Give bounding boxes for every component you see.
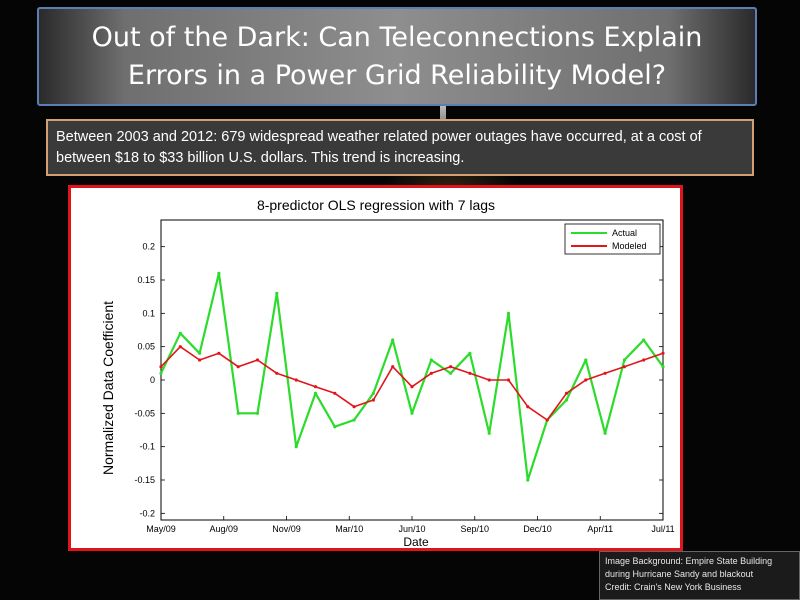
data-point-actual	[333, 425, 337, 429]
data-point-actual	[236, 411, 240, 415]
data-point-actual	[275, 291, 279, 295]
info-box: Between 2003 and 2012: 679 widespread we…	[46, 119, 754, 176]
x-tick-label: Nov/09	[272, 524, 301, 534]
chart-title: 8-predictor OLS regression with 7 lags	[257, 197, 495, 213]
data-point-actual	[468, 351, 472, 355]
data-point-modeled	[545, 418, 549, 422]
data-point-modeled	[255, 358, 260, 362]
data-point-actual	[178, 331, 182, 335]
credit-line: Credit: Crain's New York Business	[605, 582, 742, 592]
data-point-actual	[661, 365, 665, 369]
image-credit: Image Background: Empire State Building …	[599, 551, 800, 600]
y-ticks: -0.2 -0.15 -0.1 -0.05 0 0.05 0.1 0.15 0.2	[134, 242, 663, 518]
legend: Actual Modeled	[564, 223, 661, 255]
y-tick-label: -0.05	[134, 408, 155, 418]
data-point-actual	[352, 418, 356, 422]
y-tick-label: 0.15	[137, 275, 155, 285]
data-point-actual	[371, 391, 375, 395]
data-point-modeled	[391, 365, 395, 369]
series-line-actual	[160, 272, 664, 482]
x-axis-label: Date	[403, 535, 429, 548]
data-point-actual	[449, 371, 453, 375]
y-tick-label: -0.15	[134, 475, 155, 485]
data-point-modeled	[642, 358, 646, 362]
data-point-modeled	[429, 371, 433, 375]
data-point-actual	[506, 311, 511, 315]
data-point-modeled	[506, 378, 511, 382]
data-point-actual	[410, 411, 414, 415]
y-tick-label: 0	[150, 375, 155, 385]
data-point-actual	[391, 338, 395, 342]
data-point-actual	[603, 431, 607, 435]
data-point-actual	[487, 431, 491, 435]
data-point-modeled	[217, 351, 221, 355]
credit-line: during Hurricane Sandy and blackout	[605, 569, 754, 579]
data-point-modeled	[313, 385, 318, 389]
data-point-actual	[159, 371, 163, 375]
data-point-modeled	[603, 371, 607, 375]
chart-panel: 8-predictor OLS regression with 7 lags N…	[68, 185, 683, 551]
y-tick-label: 0.1	[142, 308, 155, 318]
data-point-actual	[429, 358, 433, 362]
x-tick-label: Dec/10	[523, 524, 552, 534]
data-point-modeled	[294, 378, 298, 382]
legend-label-modeled: Modeled	[612, 241, 647, 251]
data-point-modeled	[584, 378, 588, 382]
y-tick-label: 0.2	[142, 242, 155, 252]
x-tick-label: Mar/10	[335, 524, 363, 534]
y-tick-label: -0.2	[139, 508, 155, 518]
legend-box	[564, 223, 661, 255]
data-point-modeled	[449, 365, 453, 369]
data-point-actual	[584, 358, 588, 362]
series-layer	[159, 271, 665, 482]
data-point-modeled	[564, 391, 569, 395]
y-tick-label: -0.1	[139, 442, 155, 452]
x-tick-label: Jul/11	[651, 524, 674, 534]
y-tick-label: 0.05	[137, 342, 155, 352]
data-point-modeled	[661, 351, 665, 355]
x-tick-label: May/09	[146, 524, 176, 534]
data-point-modeled	[236, 365, 240, 369]
title-banner: Out of the Dark: Can Teleconnections Exp…	[37, 7, 757, 106]
data-point-modeled	[198, 358, 202, 362]
x-tick-label: Apr/11	[587, 524, 613, 534]
credit-line: Image Background: Empire State Building	[605, 556, 773, 566]
x-tick-label: Jun/10	[398, 524, 425, 534]
chart-svg: 8-predictor OLS regression with 7 lags N…	[100, 197, 675, 548]
data-point-actual	[622, 358, 627, 362]
x-tick-label: Aug/09	[209, 524, 238, 534]
slide-title: Out of the Dark: Can Teleconnections Exp…	[91, 21, 703, 91]
data-point-modeled	[275, 371, 279, 375]
data-point-modeled	[622, 365, 627, 369]
data-point-modeled	[333, 391, 337, 395]
data-point-actual	[217, 271, 221, 275]
data-point-modeled	[410, 385, 414, 389]
x-ticks: May/09 Aug/09 Nov/09 Mar/10 Jun/10 Sep/10 Dec/…	[146, 516, 675, 534]
data-point-actual	[564, 398, 569, 402]
data-point-actual	[526, 478, 530, 482]
data-point-actual	[198, 351, 202, 355]
x-tick-label: Sep/10	[460, 524, 489, 534]
data-point-modeled	[159, 365, 163, 369]
data-point-modeled	[468, 371, 472, 375]
data-point-actual	[313, 391, 318, 395]
data-point-actual	[294, 445, 298, 449]
data-point-modeled	[178, 345, 182, 349]
data-point-modeled	[487, 378, 491, 382]
data-point-modeled	[526, 405, 530, 409]
data-point-actual	[642, 338, 646, 342]
legend-label-actual: Actual	[612, 228, 637, 238]
data-point-modeled	[371, 398, 375, 402]
data-point-actual	[255, 411, 260, 415]
data-point-modeled	[352, 405, 356, 409]
y-axis-label: Normalized Data Coefficient	[100, 301, 116, 475]
